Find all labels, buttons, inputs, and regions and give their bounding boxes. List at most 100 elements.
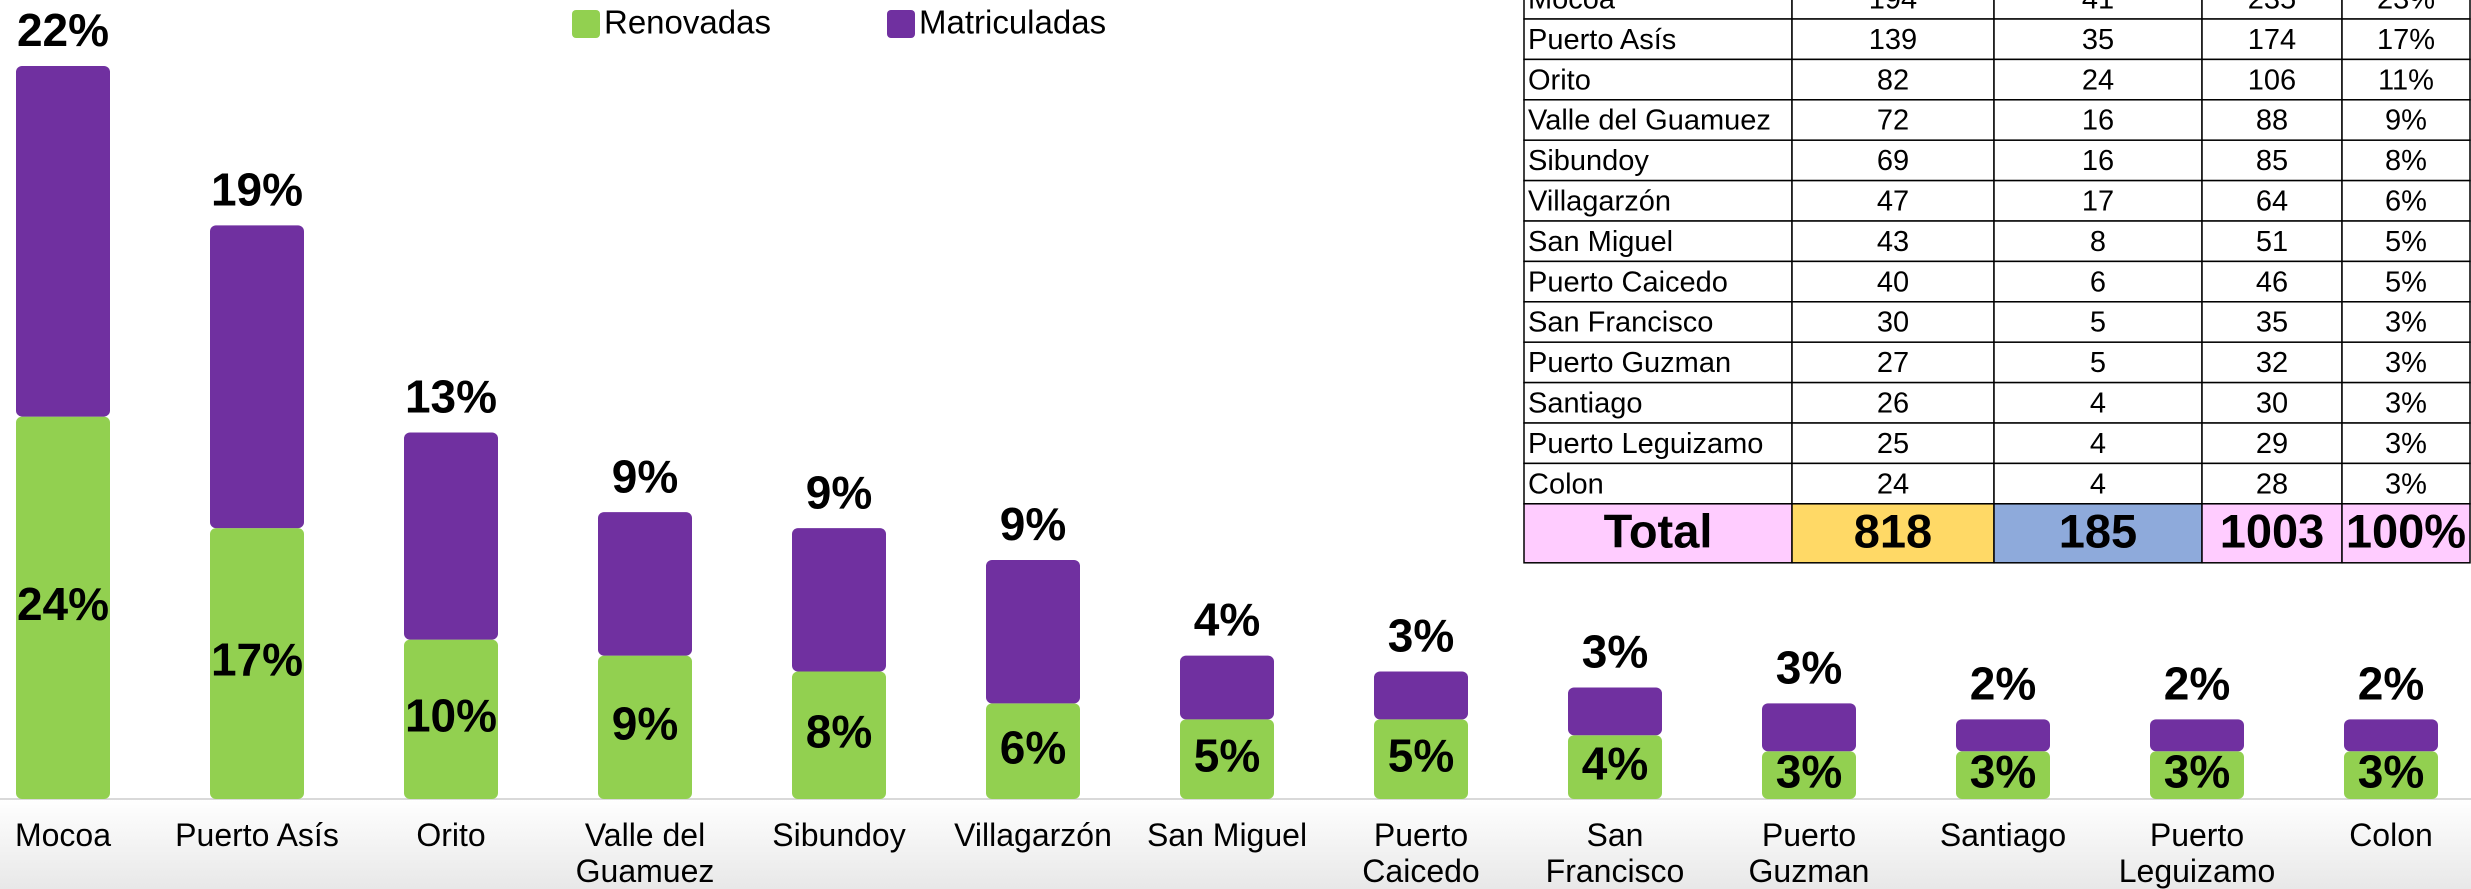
table-text: 46	[2256, 266, 2288, 298]
table-text: 85	[2256, 145, 2288, 177]
x-tick-label: San Francisco	[1545, 817, 1685, 889]
table-text: 16	[2082, 145, 2114, 177]
table-text: 4	[2090, 387, 2106, 419]
table-text: 35	[2256, 307, 2288, 339]
table-cell	[1523, 139, 1793, 182]
data-label: 8%	[806, 705, 872, 757]
table-cell	[1523, 58, 1793, 101]
table-cell	[1993, 462, 2203, 505]
table-total-cell	[2341, 503, 2471, 564]
data-label: 17%	[211, 634, 303, 686]
bars	[16, 66, 2438, 799]
table-cell	[1523, 99, 1793, 141]
x-tick-label: San Miguel	[1146, 817, 1308, 853]
table-text: 72	[1877, 105, 1909, 137]
table-cell	[2341, 301, 2471, 343]
table-cell	[2341, 260, 2471, 303]
bar-segment	[404, 639, 498, 799]
table-text: 35	[2082, 24, 2114, 56]
table-text: 69	[1877, 145, 1909, 177]
table-text: 235	[2248, 0, 2296, 15]
data-label: 24%	[17, 578, 109, 630]
table-cell	[2341, 99, 2471, 141]
table-cell	[1791, 18, 1995, 61]
data-label: 3%	[1776, 745, 1842, 797]
table-cell	[1523, 462, 1793, 505]
table-text: Orito	[1528, 64, 1591, 96]
bar-segment	[1956, 719, 2050, 752]
table-text: 40	[1877, 266, 1909, 298]
table-text: 82	[1877, 64, 1909, 96]
table-cell	[2341, 139, 2471, 182]
table-cell	[1523, 18, 1793, 61]
data-label: 4%	[1582, 737, 1648, 789]
x-tick-label: Villagarzón	[954, 817, 1112, 853]
bar-segment	[2344, 719, 2438, 752]
table-cell	[1791, 422, 1995, 465]
x-tick-label-box: Santiago	[1940, 817, 2066, 853]
table-cell	[2201, 301, 2343, 343]
table-cell	[1993, 301, 2203, 343]
table-total-text: 818	[1854, 505, 1932, 558]
table-text: 9%	[2385, 105, 2427, 137]
table-cell	[2341, 341, 2471, 384]
table-cell	[2201, 422, 2343, 465]
table-total-cell	[2201, 503, 2343, 564]
table-text: 174	[2248, 24, 2296, 56]
bar-segment	[1956, 751, 2050, 799]
data-label: 2%	[1970, 657, 2036, 709]
table-cell	[2341, 381, 2471, 424]
table-text: 139	[1869, 24, 1917, 56]
table-cell	[1523, 179, 1793, 222]
data-label: 3%	[1388, 610, 1454, 662]
bar-segment	[598, 655, 692, 799]
table-cell	[1993, 341, 2203, 384]
x-tick-label-box: Puerto Leguizamo	[2119, 817, 2276, 889]
x-tick-label-box: Colon	[2349, 817, 2433, 853]
table-text: 30	[1877, 307, 1909, 339]
table-text: 5%	[2385, 266, 2427, 298]
legend-label: Matriculadas	[919, 4, 1106, 41]
legend-label: Renovadas	[604, 4, 771, 41]
bar-segment	[404, 432, 498, 640]
table-text: 17%	[2377, 24, 2435, 56]
bar-segment	[2150, 751, 2244, 799]
x-tick-label: Valle del Guamuez	[575, 817, 715, 889]
bar-segment	[792, 528, 886, 672]
table-cell	[2201, 381, 2343, 424]
table-text: Puerto Caicedo	[1528, 266, 1728, 298]
table-text: 16	[2082, 105, 2114, 137]
table-cell	[2201, 139, 2343, 182]
data-label: 9%	[612, 450, 678, 502]
table-text: Mocoa	[1528, 0, 1616, 15]
table-text: 5	[2090, 307, 2106, 339]
x-tick-label: Colon	[2349, 817, 2433, 853]
data-label: 3%	[2358, 745, 2424, 797]
table-total-cell	[1791, 503, 1995, 564]
table-text: 8	[2090, 226, 2106, 258]
table-cell	[1791, 139, 1995, 182]
bar-segment	[16, 66, 110, 417]
data-label: 5%	[1194, 729, 1260, 781]
table-text: 24	[2082, 64, 2114, 96]
data-label: 3%	[2164, 745, 2230, 797]
table-cell	[2341, 220, 2471, 263]
table-text: 106	[2248, 64, 2296, 96]
table-text: 64	[2256, 185, 2288, 217]
table-text: 32	[2256, 347, 2288, 379]
table-text: 3%	[2385, 468, 2427, 500]
table-cell	[1523, 381, 1793, 424]
table-cell	[1791, 341, 1995, 384]
floor	[0, 799, 2471, 889]
table-text: 4	[2090, 428, 2106, 460]
table-text: 51	[2256, 226, 2288, 258]
table-cell	[2341, 422, 2471, 465]
table-total-text: 100%	[2346, 505, 2466, 558]
table-text: 29	[2256, 428, 2288, 460]
table-text: 5%	[2385, 226, 2427, 258]
table-cell	[1993, 422, 2203, 465]
bar-segment	[1180, 719, 1274, 799]
x-tick-label-box: Valle del Guamuez	[575, 817, 715, 889]
data-label: 10%	[405, 689, 497, 741]
bar-segment	[1568, 687, 1662, 736]
